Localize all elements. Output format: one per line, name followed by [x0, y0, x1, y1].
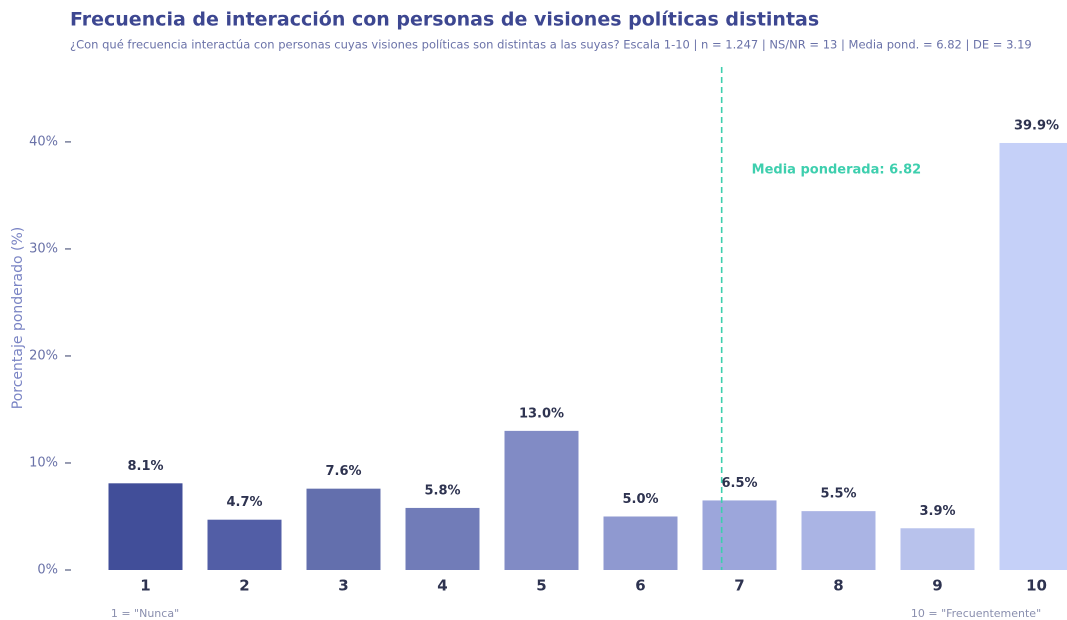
bar	[900, 528, 975, 570]
x-tick-label: 10	[1026, 577, 1047, 595]
y-tick-label: 40%	[29, 134, 58, 149]
y-tick-label: 0%	[37, 563, 58, 578]
y-tick-label: 10%	[29, 455, 58, 470]
value-label: 4.7%	[226, 495, 262, 510]
value-label: 3.9%	[919, 504, 955, 519]
value-label: 39.9%	[1014, 118, 1059, 133]
bar	[801, 511, 876, 570]
y-tick-label: 20%	[29, 348, 58, 363]
value-label: 5.0%	[622, 492, 658, 507]
bar	[207, 519, 282, 570]
mean-annotation: Media ponderada: 6.82	[752, 163, 922, 178]
bar	[108, 483, 183, 570]
chart-title: Frecuencia de interacción con personas d…	[70, 9, 819, 31]
x-tick-label: 1	[140, 577, 150, 595]
x-tick-label: 9	[932, 577, 942, 595]
x-tick-label: 8	[833, 577, 843, 595]
value-label: 7.6%	[325, 464, 361, 479]
x-tick-label: 3	[338, 577, 348, 595]
x-tick-label: 5	[536, 577, 546, 595]
value-label: 8.1%	[127, 459, 163, 474]
x-tick-label: 4	[437, 577, 447, 595]
chart-subtitle: ¿Con qué frecuencia interactúa con perso…	[70, 38, 1032, 52]
bar	[999, 142, 1067, 570]
y-tick-label: 30%	[29, 241, 58, 256]
bar	[702, 500, 777, 570]
x-tick-label: 6	[635, 577, 645, 595]
note: 10 = "Frecuentemente"	[911, 607, 1041, 620]
value-label: 5.8%	[424, 483, 460, 498]
bar	[603, 516, 678, 570]
bar	[504, 430, 579, 570]
bar	[306, 488, 381, 570]
note: 1 = "Nunca"	[111, 607, 179, 620]
value-label: 6.5%	[721, 476, 757, 491]
y-axis-label: Porcentaje ponderado (%)	[10, 227, 26, 409]
value-label: 13.0%	[519, 406, 564, 421]
x-tick-label: 7	[734, 577, 744, 595]
bar	[405, 507, 480, 570]
value-label: 5.5%	[820, 487, 856, 502]
x-tick-label: 2	[239, 577, 249, 595]
